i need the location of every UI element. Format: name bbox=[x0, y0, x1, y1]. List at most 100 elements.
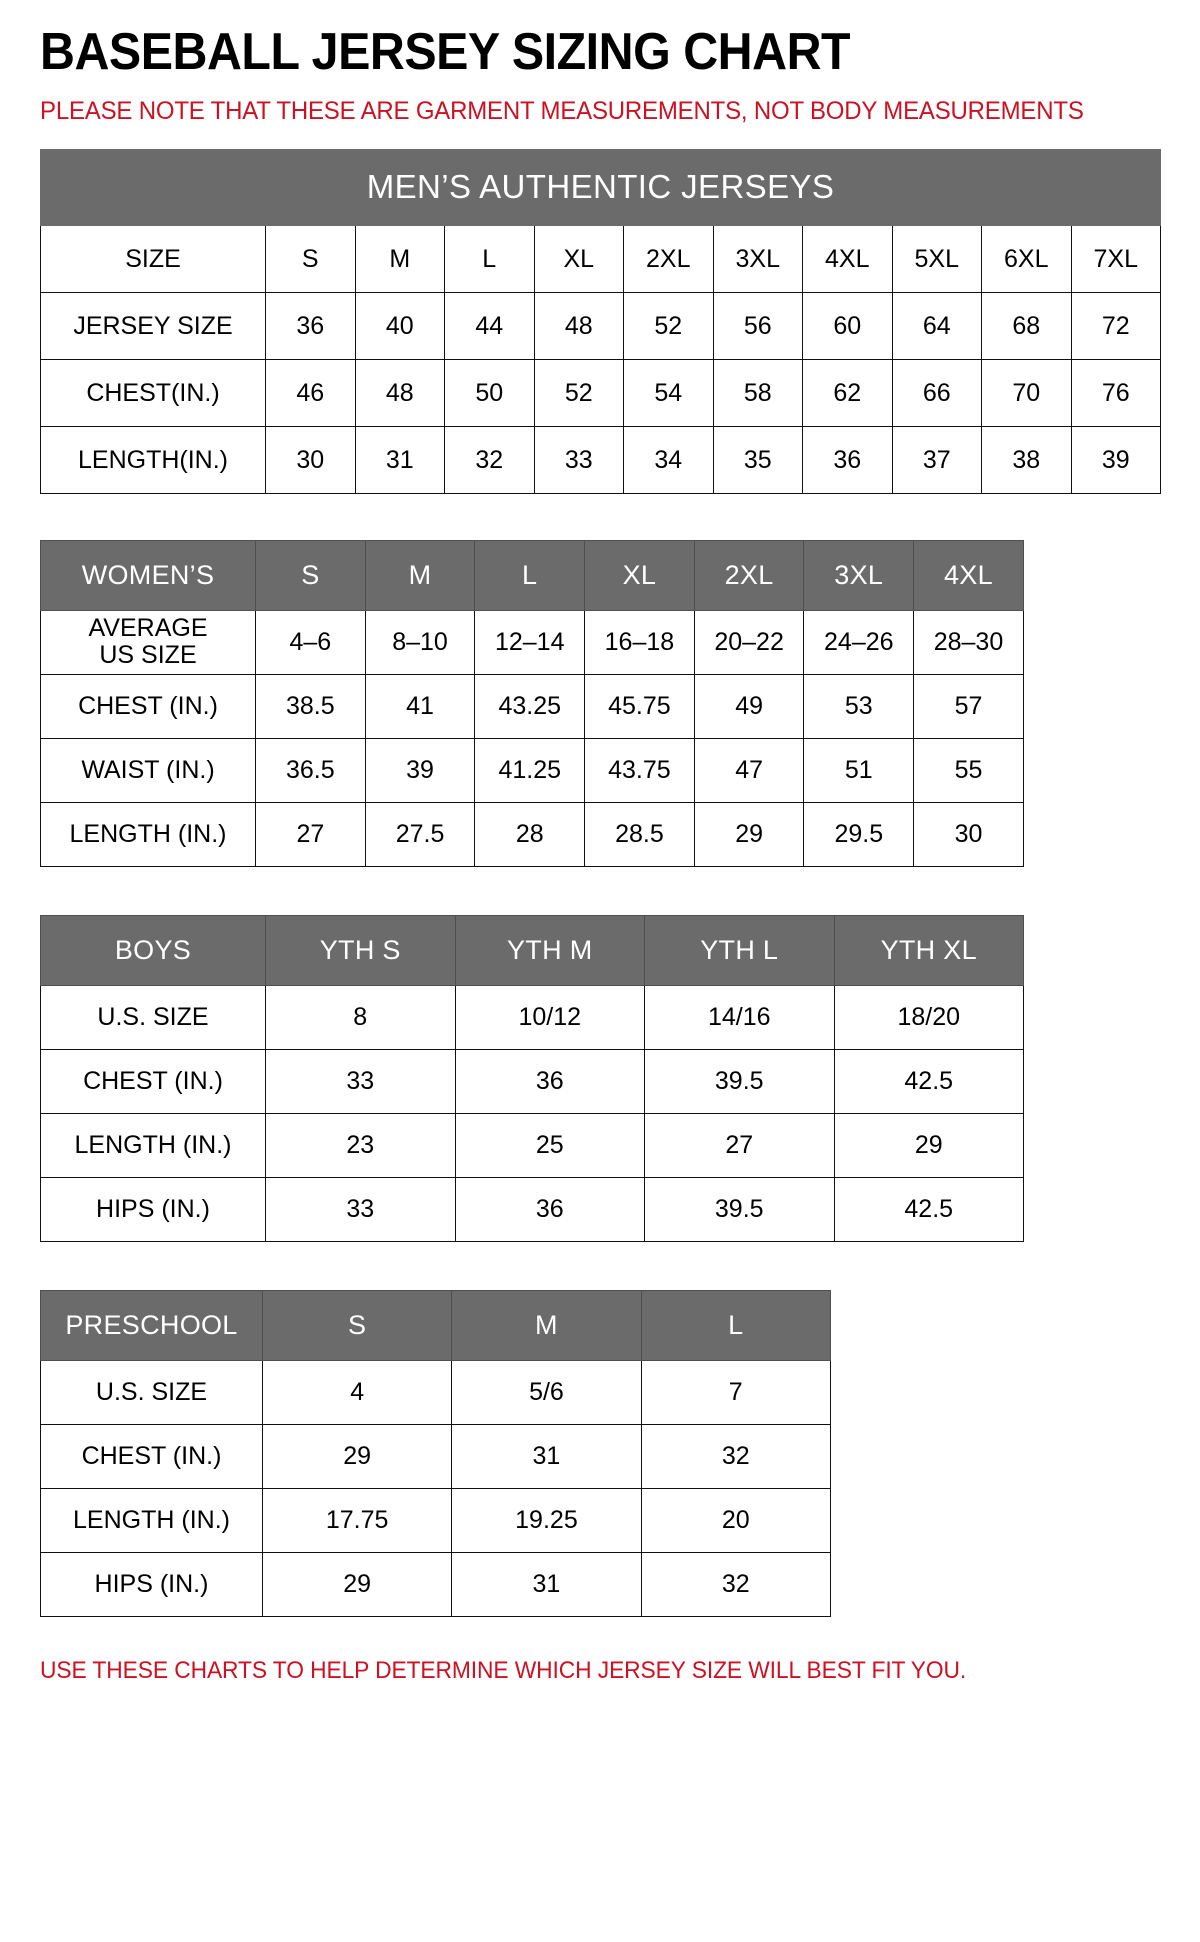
preschool-row-label-us-size: U.S. SIZE bbox=[40, 1359, 263, 1425]
table-cell: 27 bbox=[255, 801, 366, 867]
boys-sizing-table: BOYS YTH S YTH M YTH L YTH XL U.S. SIZE … bbox=[40, 914, 1024, 1242]
table-cell: 25 bbox=[454, 1112, 645, 1178]
table-cell: 64 bbox=[891, 291, 982, 360]
table-cell: 28 bbox=[474, 801, 586, 867]
table-cell: 29 bbox=[693, 801, 805, 867]
boys-row-label-us-size: U.S. SIZE bbox=[40, 984, 266, 1050]
mens-banner-row: MEN’S AUTHENTIC JERSEYS bbox=[39, 148, 1162, 226]
table-cell: 68 bbox=[981, 291, 1072, 360]
womens-header-label: WOMEN’S bbox=[40, 539, 256, 611]
boys-size-yth-xl: YTH XL bbox=[833, 914, 1024, 986]
preschool-sizing-table: PRESCHOOL S M L U.S. SIZE 4 5/6 7 CHEST … bbox=[40, 1289, 831, 1617]
mens-table-body: MEN’S AUTHENTIC JERSEYS SIZE S M L XL 2X… bbox=[39, 148, 1162, 494]
table-cell: 50 bbox=[444, 358, 535, 427]
mens-size-xl: XL bbox=[533, 224, 624, 293]
preschool-size-s: S bbox=[261, 1289, 453, 1361]
table-cell: 41 bbox=[364, 673, 476, 739]
preschool-table-body: PRESCHOOL S M L U.S. SIZE 4 5/6 7 CHEST … bbox=[40, 1289, 831, 1617]
table-cell: 47 bbox=[693, 737, 805, 803]
table-cell: 27 bbox=[644, 1112, 835, 1178]
mens-size-5xl: 5XL bbox=[891, 224, 982, 293]
womens-row-label-waist: WAIST (IN.) bbox=[40, 737, 256, 803]
table-cell: 52 bbox=[533, 358, 624, 427]
table-cell: 31 bbox=[451, 1551, 642, 1617]
table-row: U.S. SIZE 4 5/6 7 bbox=[40, 1359, 831, 1425]
womens-size-l: L bbox=[474, 539, 586, 611]
boys-size-yth-m: YTH M bbox=[454, 914, 645, 986]
table-cell: 38.5 bbox=[255, 673, 366, 739]
mens-size-4xl: 4XL bbox=[802, 224, 893, 293]
womens-row-label-line1: AVERAGE bbox=[88, 614, 208, 642]
table-cell: 29 bbox=[261, 1423, 453, 1489]
table-row: LENGTH(IN.) 30 31 32 33 34 35 36 37 38 3… bbox=[40, 425, 1162, 494]
boys-header-row: BOYS YTH S YTH M YTH L YTH XL bbox=[40, 914, 1024, 986]
table-cell: 48 bbox=[354, 358, 445, 427]
table-cell: 36 bbox=[454, 1048, 645, 1114]
mens-size-3xl: 3XL bbox=[712, 224, 803, 293]
table-row: CHEST (IN.) 38.5 41 43.25 45.75 49 53 57 bbox=[40, 673, 1024, 739]
boys-row-label-hips: HIPS (IN.) bbox=[40, 1176, 266, 1242]
boys-header-label: BOYS bbox=[40, 914, 266, 986]
table-cell: 8 bbox=[265, 984, 456, 1050]
womens-size-m: M bbox=[364, 539, 476, 611]
table-cell: 5/6 bbox=[451, 1359, 642, 1425]
table-row: HIPS (IN.) 33 36 39.5 42.5 bbox=[40, 1176, 1024, 1242]
table-cell: 30 bbox=[913, 801, 1024, 867]
table-cell: 70 bbox=[981, 358, 1072, 427]
table-cell: 57 bbox=[913, 673, 1024, 739]
preschool-row-label-hips: HIPS (IN.) bbox=[40, 1551, 263, 1617]
table-row: WAIST (IN.) 36.5 39 41.25 43.75 47 51 55 bbox=[40, 737, 1024, 803]
mens-banner-title: MEN’S AUTHENTIC JERSEYS bbox=[39, 148, 1162, 226]
womens-table-body: WOMEN’S S M L XL 2XL 3XL 4XL AVERAGE US S… bbox=[40, 539, 1024, 867]
mens-size-7xl: 7XL bbox=[1070, 224, 1162, 293]
mens-row-label-length: LENGTH(IN.) bbox=[40, 425, 266, 494]
table-cell: 45.75 bbox=[584, 673, 695, 739]
table-cell: 43.75 bbox=[584, 737, 695, 803]
table-cell: 31 bbox=[451, 1423, 642, 1489]
table-cell: 27.5 bbox=[364, 801, 476, 867]
table-cell: 40 bbox=[354, 291, 445, 360]
table-cell: 30 bbox=[265, 425, 356, 494]
womens-row-label-average-us-size: AVERAGE US SIZE bbox=[40, 609, 256, 675]
table-cell: 58 bbox=[712, 358, 803, 427]
table-row: AVERAGE US SIZE 4–6 8–10 12–14 16–18 20–2… bbox=[40, 609, 1024, 675]
table-cell: 33 bbox=[265, 1048, 456, 1114]
table-cell: 29.5 bbox=[803, 801, 915, 867]
boys-size-yth-s: YTH S bbox=[265, 914, 456, 986]
table-row: CHEST (IN.) 29 31 32 bbox=[40, 1423, 831, 1489]
table-cell: 29 bbox=[261, 1551, 453, 1617]
table-cell: 36 bbox=[265, 291, 356, 360]
womens-header-row: WOMEN’S S M L XL 2XL 3XL 4XL bbox=[40, 539, 1024, 611]
mens-row-label-jersey-size: JERSEY SIZE bbox=[40, 291, 266, 360]
table-cell: 41.25 bbox=[474, 737, 586, 803]
table-row: CHEST (IN.) 33 36 39.5 42.5 bbox=[40, 1048, 1024, 1114]
table-cell: 34 bbox=[623, 425, 714, 494]
mens-size-m: M bbox=[354, 224, 445, 293]
table-row: LENGTH (IN.) 27 27.5 28 28.5 29 29.5 30 bbox=[40, 801, 1024, 867]
table-cell: 72 bbox=[1070, 291, 1162, 360]
table-cell: 36 bbox=[454, 1176, 645, 1242]
table-cell: 12–14 bbox=[474, 609, 586, 675]
table-cell: 32 bbox=[640, 1551, 831, 1617]
table-cell: 32 bbox=[640, 1423, 831, 1489]
womens-sizing-table: WOMEN’S S M L XL 2XL 3XL 4XL AVERAGE US S… bbox=[40, 539, 1024, 867]
table-cell: 46 bbox=[265, 358, 356, 427]
table-cell: 28–30 bbox=[913, 609, 1024, 675]
mens-size-2xl: 2XL bbox=[623, 224, 714, 293]
womens-size-s: S bbox=[255, 539, 366, 611]
table-row: HIPS (IN.) 29 31 32 bbox=[40, 1551, 831, 1617]
table-cell: 55 bbox=[913, 737, 1024, 803]
table-cell: 20–22 bbox=[693, 609, 805, 675]
table-cell: 62 bbox=[802, 358, 893, 427]
boys-row-label-chest: CHEST (IN.) bbox=[40, 1048, 266, 1114]
boys-row-label-length: LENGTH (IN.) bbox=[40, 1112, 266, 1178]
table-cell: 38 bbox=[981, 425, 1072, 494]
table-cell: 4–6 bbox=[255, 609, 366, 675]
chart-footer-note: USE THESE CHARTS TO HELP DETERMINE WHICH… bbox=[40, 1656, 967, 1684]
preschool-header-label: PRESCHOOL bbox=[40, 1289, 263, 1361]
womens-size-xl: XL bbox=[584, 539, 695, 611]
table-cell: 14/16 bbox=[644, 984, 835, 1050]
preschool-size-m: M bbox=[451, 1289, 642, 1361]
table-cell: 60 bbox=[802, 291, 893, 360]
